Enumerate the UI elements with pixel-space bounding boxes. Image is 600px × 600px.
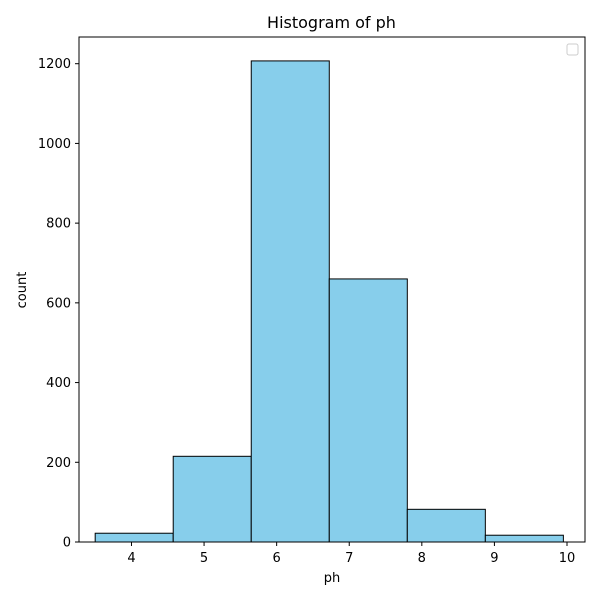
histogram-bar-1 (172, 455, 252, 543)
y-tick-label: 400 (46, 376, 71, 391)
y-tick-label: 1200 (38, 57, 71, 72)
histogram-bar-2 (250, 60, 330, 543)
x-tick-label: 10 (559, 551, 576, 566)
y-axis-label: count (15, 272, 30, 309)
x-tick-label: 9 (490, 551, 498, 566)
histogram-bar-5 (484, 534, 564, 543)
legend-box (566, 43, 579, 56)
y-tick-label: 1000 (38, 137, 71, 152)
bars-group (94, 60, 564, 543)
y-axis-ticks: 0 200 400 600 800 1000 1200 (38, 57, 79, 551)
y-tick-label: 600 (46, 296, 71, 311)
x-tick-label: 7 (345, 551, 353, 566)
x-tick-label: 4 (127, 551, 135, 566)
histogram-bar-3 (328, 278, 408, 543)
plot-frame (78, 36, 586, 543)
x-axis-ticks: 4 5 6 7 8 9 10 (127, 542, 575, 566)
y-tick-label: 200 (46, 456, 71, 471)
y-tick-label: 800 (46, 217, 71, 232)
x-axis-label: ph (324, 571, 341, 586)
histogram-bar-0 (94, 532, 174, 543)
x-tick-label: 5 (200, 551, 208, 566)
x-tick-label: 8 (418, 551, 426, 566)
x-tick-label: 6 (273, 551, 281, 566)
histogram-bar-4 (406, 508, 486, 543)
chart-title: Histogram of ph (267, 13, 396, 32)
y-tick-label: 0 (63, 536, 71, 551)
